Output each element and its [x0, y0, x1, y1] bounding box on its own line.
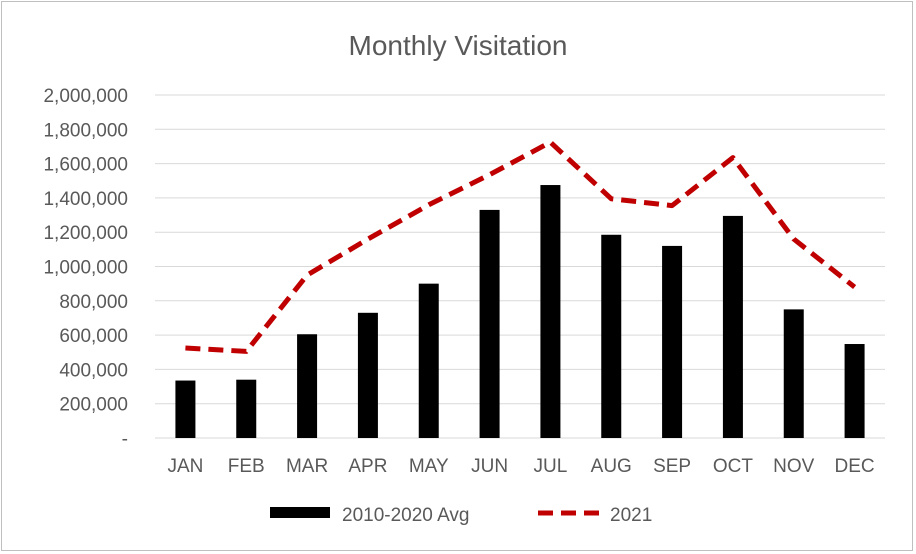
line-2021 — [185, 139, 857, 354]
legend-label-2021: 2021 — [610, 505, 652, 526]
x-tick-label: JUL — [534, 456, 568, 477]
y-tick-label: 1,200,000 — [43, 223, 128, 244]
x-tick-label: SEP — [653, 456, 691, 477]
chart-title: Monthly Visitation — [349, 30, 568, 61]
bar-sep — [662, 245, 683, 438]
line-series — [185, 139, 857, 354]
y-tick-label: 200,000 — [59, 395, 128, 416]
y-tick-label: 2,000,000 — [43, 86, 128, 107]
y-tick-label: 800,000 — [59, 292, 128, 313]
x-tick-label: FEB — [228, 456, 265, 477]
legend-label-avg: 2010-2020 Avg — [342, 505, 470, 526]
x-tick-label: JUN — [471, 456, 508, 477]
y-tick-label: 1,800,000 — [43, 120, 128, 141]
bar-series — [175, 185, 865, 438]
bar-jun — [479, 209, 500, 438]
x-axis-labels: JAN FEB MAR APR MAY JUN JUL AUG SEP OCT NOV DEC — [167, 456, 874, 477]
bar-feb — [236, 379, 257, 438]
bar-nov — [783, 309, 804, 438]
bar-aug — [601, 234, 622, 438]
bar-jul — [540, 185, 561, 438]
y-tick-label: 600,000 — [59, 326, 128, 347]
y-tick-label: 1,000,000 — [43, 258, 128, 279]
grid-lines — [155, 94, 885, 439]
bar-dec — [844, 344, 865, 438]
y-axis-labels: - 200,000 400,000 600,000 800,000 1,000,000 1,… — [43, 86, 128, 450]
legend: 2010-2020 Avg 2021 — [270, 505, 652, 526]
x-tick-label: DEC — [835, 456, 875, 477]
y-tick-label: 1,600,000 — [43, 155, 128, 176]
y-tick-label: - — [122, 429, 128, 450]
y-tick-label: 1,400,000 — [43, 189, 128, 210]
legend-swatch-avg — [270, 507, 330, 518]
y-tick-label: 400,000 — [59, 360, 128, 381]
x-tick-label: MAY — [409, 456, 449, 477]
bar-apr — [357, 312, 378, 438]
x-tick-label: MAR — [286, 456, 328, 477]
bar-mar — [297, 334, 318, 438]
x-tick-label: JAN — [167, 456, 203, 477]
x-tick-label: NOV — [773, 456, 815, 477]
bar-may — [418, 283, 439, 438]
bar-oct — [722, 215, 743, 438]
x-tick-label: APR — [348, 456, 387, 477]
x-tick-label: AUG — [591, 456, 632, 477]
x-tick-label: OCT — [713, 456, 754, 477]
bar-jan — [175, 380, 196, 438]
